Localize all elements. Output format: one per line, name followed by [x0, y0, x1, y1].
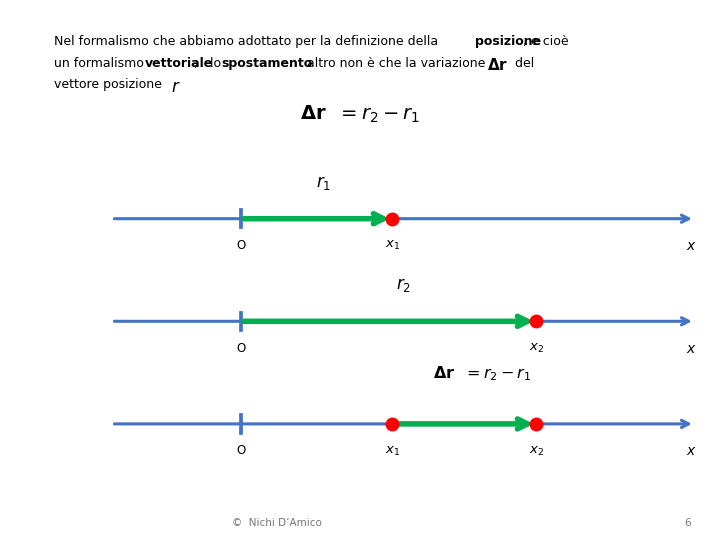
Text: $x$: $x$: [686, 444, 696, 458]
Text: ©  Nichi D’Amico: © Nichi D’Amico: [233, 518, 322, 528]
Text: O: O: [237, 444, 246, 457]
Text: Nel formalismo che abbiamo adottato per la definizione della: Nel formalismo che abbiamo adottato per …: [54, 35, 442, 48]
Text: un formalismo: un formalismo: [54, 57, 148, 70]
Text: $\mathbf{\Delta r}$  $\mathit{= r_2 - r_1}$: $\mathbf{\Delta r}$ $\mathit{= r_2 - r_1…: [433, 364, 531, 383]
Text: $\mathit{r}$: $\mathit{r}$: [171, 78, 180, 96]
Text: O: O: [237, 239, 246, 252]
Text: $\mathbf{\Delta r}$  $\mathit{= r_2 - r_1}$: $\mathbf{\Delta r}$ $\mathit{= r_2 - r_1…: [300, 104, 420, 125]
Text: 6: 6: [684, 518, 691, 528]
Text: $x_2$: $x_2$: [529, 342, 544, 355]
Text: $r_2$: $r_2$: [396, 276, 410, 294]
Text: spostamento: spostamento: [222, 57, 313, 70]
Text: vettore posizione: vettore posizione: [54, 78, 170, 91]
Text: $\mathbf{\Delta r}$: $\mathbf{\Delta r}$: [487, 57, 508, 73]
Text: $x$: $x$: [686, 239, 696, 253]
Text: vettoriale: vettoriale: [145, 57, 213, 70]
Text: $r_1$: $r_1$: [316, 174, 332, 192]
Text: $x_1$: $x_1$: [384, 444, 400, 457]
Text: $x_1$: $x_1$: [384, 239, 400, 252]
Text: altro non è che la variazione: altro non è che la variazione: [303, 57, 490, 70]
Text: del: del: [511, 57, 534, 70]
Text: O: O: [237, 342, 246, 355]
Text: , e cioè: , e cioè: [523, 35, 568, 48]
Text: $x$: $x$: [686, 342, 696, 356]
Text: $x_2$: $x_2$: [529, 444, 544, 457]
Text: ,   lo: , lo: [194, 57, 225, 70]
Text: posizione: posizione: [475, 35, 541, 48]
